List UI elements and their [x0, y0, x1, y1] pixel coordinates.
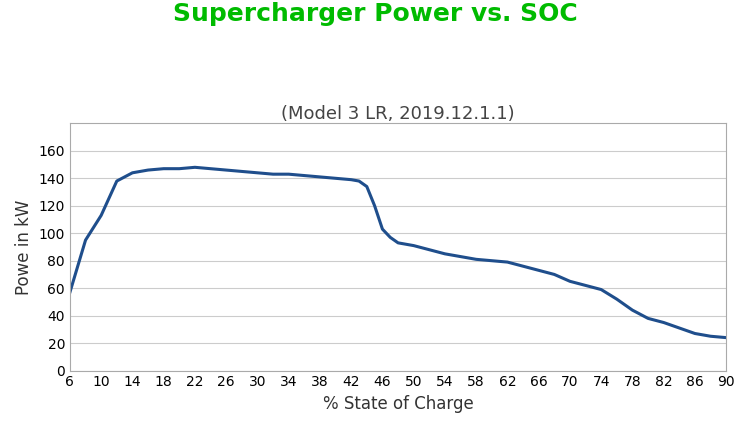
Title: (Model 3 LR, 2019.12.1.1): (Model 3 LR, 2019.12.1.1): [281, 105, 514, 123]
X-axis label: % State of Charge: % State of Charge: [322, 395, 473, 413]
Y-axis label: Powe in kW: Powe in kW: [15, 199, 33, 294]
Text: Supercharger Power vs. SOC: Supercharger Power vs. SOC: [172, 2, 578, 26]
